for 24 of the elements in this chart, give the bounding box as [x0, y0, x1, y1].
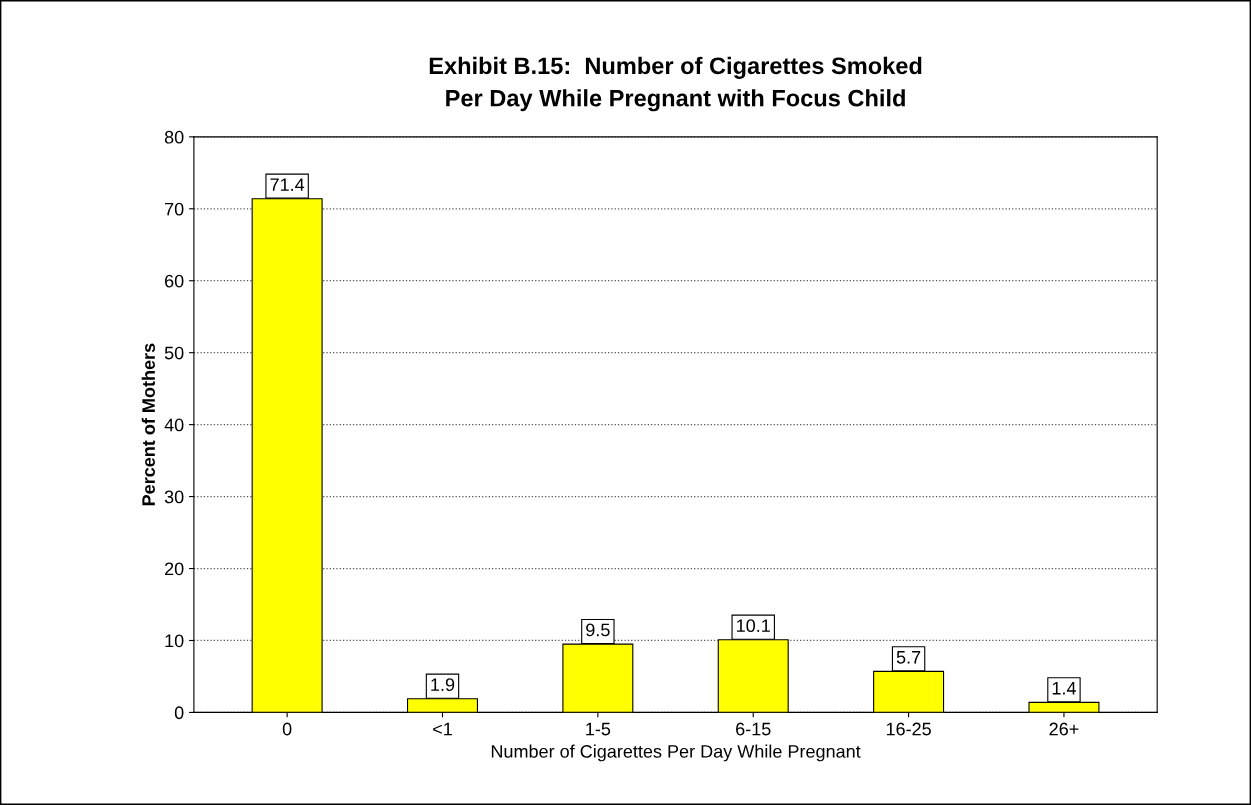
x-tick-label: <1 [433, 722, 452, 736]
data-label: 1.9 [431, 678, 455, 692]
x-tick-label: 6-15 [736, 722, 771, 736]
y-tick-label: 40 [164, 418, 184, 432]
y-axis-title: Percent of Mothers [141, 343, 155, 506]
y-tick-label: 70 [165, 202, 184, 216]
y-tick-label: 20 [165, 562, 184, 576]
data-label: 10.1 [737, 619, 770, 633]
y-tick-label: 30 [164, 490, 184, 504]
x-tick-label: 1-5 [586, 722, 611, 736]
data-label: 9.5 [586, 623, 610, 637]
y-tick-label: 60 [165, 274, 184, 288]
y-tick-label: 80 [164, 130, 184, 144]
data-label: 71.4 [270, 178, 305, 191]
data-label: 5.7 [896, 651, 921, 664]
x-tick-label: 16-25 [886, 722, 931, 736]
x-axis-title: Number of Cigarettes Per Day While Pregnant [491, 744, 861, 762]
y-tick-label: 10 [165, 634, 184, 648]
x-tick-label: 0 [282, 722, 292, 736]
chart-title: Exhibit B.15: Number of Cigarettes Smoked Per Day While Pregnant with Focus Child [429, 56, 922, 112]
y-tick-label: 50 [164, 346, 184, 360]
data-label: 1.4 [1052, 682, 1076, 695]
x-tick-label: 26+ [1049, 722, 1079, 736]
y-tick-label: 0 [174, 706, 184, 720]
